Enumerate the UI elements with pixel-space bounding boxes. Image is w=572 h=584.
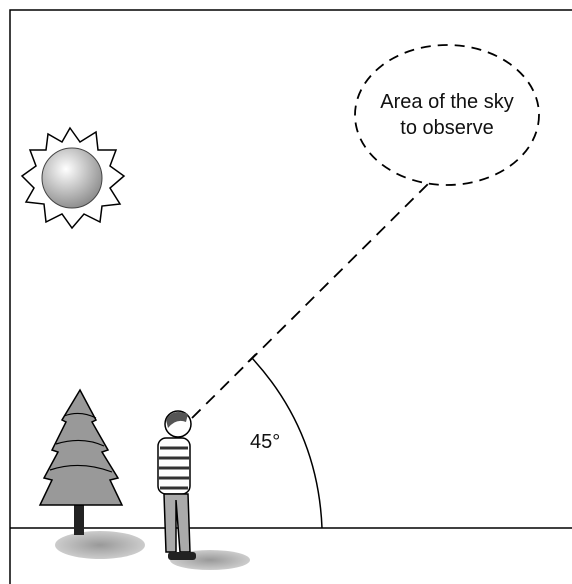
tree: [38, 388, 145, 559]
angle-arc: [251, 357, 323, 529]
frame: [9, 9, 572, 584]
sky-area-label: Area of the sky: [380, 91, 513, 113]
person: [157, 410, 250, 570]
angle-label: 45°: [250, 431, 280, 453]
sight-line: [191, 181, 431, 419]
sky-area-label: to observe: [400, 117, 493, 139]
sun: [20, 126, 126, 230]
sky-area-outline: [354, 44, 540, 186]
